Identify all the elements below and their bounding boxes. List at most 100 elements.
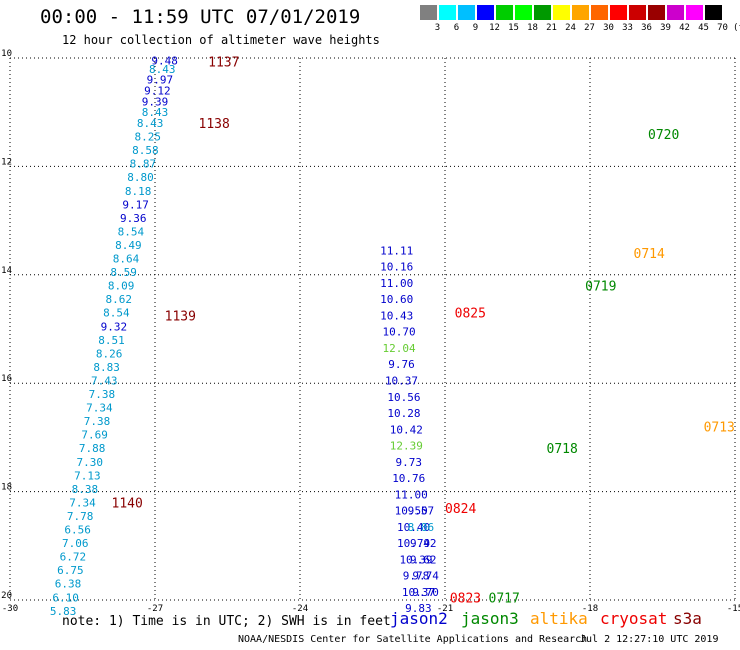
scale-label: 9 [472,23,479,33]
x-tick-label: -27 [147,604,163,614]
wave-height-value: 8.09 [108,280,135,293]
wave-height-value: 7.88 [79,442,106,455]
scale-label: 42 [679,23,690,33]
pass-time-label: 1139 [165,309,196,324]
scale-swatch [705,5,722,20]
wave-height-value: 9.97 [147,74,174,87]
scale-swatch [534,5,551,20]
wave-height-value: 10.43 [380,309,413,322]
pass-time-label: 0713 [704,421,735,436]
wave-height-value: 9.57 [408,505,435,518]
generation-timestamp: Jul 2 12:27:10 UTC 2019 [580,634,719,645]
wave-height-value: 8.58 [132,144,159,157]
wave-height-value: 8.86 [408,521,435,534]
wave-height-value: 10.56 [387,391,420,404]
wave-height-value: 10.40 [397,521,430,534]
wave-height-value: 6.56 [64,524,91,537]
wave-height-value: 9.70 [412,586,439,599]
footnote: note: 1) Time is in UTC; 2) SWH is in fe… [62,614,391,629]
y-tick-label: -12 [0,157,12,167]
wave-height-value: 9.42 [410,537,437,550]
wave-height-value: 9.74 [412,570,439,583]
wave-height-value: 7.30 [77,456,104,469]
wave-height-value: 8.38 [72,483,99,496]
wave-height-value: 7.34 [69,496,96,509]
wave-height-value: 8.43 [142,106,169,119]
scale-swatch [477,5,494,20]
pass-time-label: 1137 [208,55,239,70]
chart-subtitle: 12 hour collection of altimeter wave hei… [62,33,380,47]
wave-height-value: 9.62 [410,553,437,566]
legend-jason3: jason3 [461,609,519,628]
scale-label: 33 [622,23,633,33]
scale-label: 24 [565,23,576,33]
wave-height-value: 10.37 [385,374,418,387]
wave-height-value: 7.78 [67,510,94,523]
scale-label: (ft) [733,23,740,33]
wave-height-value: 10.28 [387,407,420,420]
wave-height-value: 7.06 [62,537,89,550]
pass-time-label: 1140 [112,496,143,511]
wave-height-value: 7.34 [86,402,113,415]
wave-height-value: 6.10 [52,591,79,604]
legend-s3a: s3a [673,609,702,628]
credit-line: NOAA/NESDIS Center for Satellite Applica… [238,634,588,645]
scale-label: 18 [527,23,538,33]
scale-swatch [648,5,665,20]
wave-height-value: 8.54 [103,307,130,320]
wave-height-value: 9.48 [151,55,178,68]
wave-height-value: 10.76 [392,472,425,485]
x-tick-label: -24 [292,604,308,614]
wave-height-value: 8.43 [137,117,164,130]
wave-height-value: 10.39 [399,553,432,566]
wave-height-value: 5.83 [50,605,77,618]
wave-height-value: 12.39 [390,440,423,453]
pass-time-label: 1138 [199,117,230,132]
wave-height-value: 8.51 [98,334,125,347]
wave-height-value: 9.36 [120,212,147,225]
scale-label: 3 [434,23,441,33]
wave-height-value: 8.25 [135,131,162,144]
wave-height-value: 10.37 [402,586,435,599]
scale-label: 39 [660,23,671,33]
scale-swatch [458,5,475,20]
wave-height-value: 7.13 [74,469,101,482]
chart-title: 00:00 - 11:59 UTC 07/01/2019 [40,6,361,28]
scale-swatch [572,5,589,20]
x-tick-label: -21 [437,604,453,614]
x-tick-label: -18 [582,604,598,614]
scale-swatch [610,5,627,20]
y-tick-label: -18 [0,483,12,493]
pass-time-label: 0720 [648,128,679,143]
wave-height-value: 8.18 [125,185,152,198]
wave-height-value: 8.49 [115,239,142,252]
wave-height-value: 8.26 [96,347,123,360]
pass-time-label: 0714 [634,247,665,262]
pass-time-label: 0719 [585,280,616,295]
wave-height-value: 10.60 [380,293,413,306]
wave-height-value: 9.73 [396,456,423,469]
wave-height-value: 8.87 [130,158,157,171]
legend-altika: altika [530,609,588,628]
wave-height-value: 7.38 [84,415,111,428]
wave-height-value: 8.43 [149,63,176,76]
y-tick-label: -20 [0,591,12,601]
scale-swatch [496,5,513,20]
pass-time-label: 0823 [450,591,481,606]
scale-swatch [515,5,532,20]
wave-height-value: 10.16 [380,261,413,274]
scale-label: 70 [717,23,728,33]
wave-height-value: 10.70 [383,326,416,339]
scale-label: 21 [546,23,557,33]
scale-label: 6 [453,23,460,33]
scale-label: 36 [641,23,652,33]
pass-time-label: 0825 [455,307,486,322]
pass-time-label: 0717 [489,591,520,606]
scale-swatch [686,5,703,20]
wave-height-value: 9.32 [101,320,128,333]
wave-height-value: 8.54 [118,225,145,238]
scale-label: 12 [489,23,500,33]
y-tick-label: -14 [0,266,12,276]
wave-height-value: 11.11 [380,244,413,257]
